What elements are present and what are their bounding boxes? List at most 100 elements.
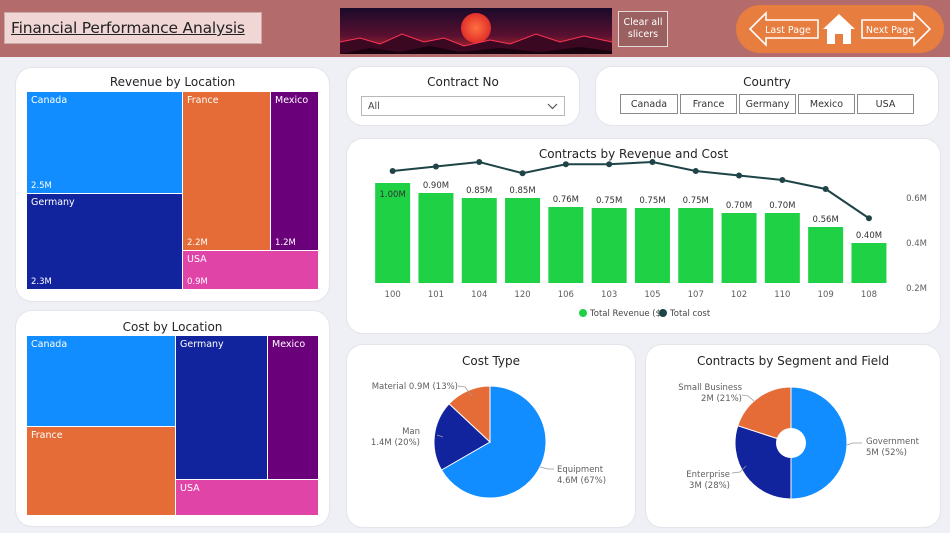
cost-by-location-title: Cost by Location	[122, 320, 223, 334]
x-tick-label: 103	[601, 290, 617, 300]
bar-revenue	[634, 208, 670, 283]
contract-no-slicer: Contract No All	[347, 67, 579, 125]
tile-label: Canada	[31, 95, 68, 106]
banner-image	[340, 8, 612, 54]
next-page-label: Next Page	[866, 25, 914, 36]
x-tick-label: 100	[385, 290, 401, 300]
point-total-cost	[476, 159, 483, 165]
point-total-cost	[649, 159, 656, 165]
tile-label: Mexico	[272, 339, 306, 350]
leader-line	[731, 465, 747, 474]
x-tick-label: 101	[428, 290, 444, 300]
segment-field-card: Contracts by Segment and Field Governmen…	[646, 345, 940, 527]
point-total-cost	[692, 168, 699, 174]
slice-value-label: 1.4M (20%)	[371, 438, 420, 448]
slice-label: Man	[402, 427, 420, 437]
country-option-france[interactable]: France	[680, 94, 737, 114]
bar-revenue	[808, 227, 844, 283]
pie-slice-small-business	[737, 386, 792, 444]
leader-line	[741, 394, 755, 402]
tile-label: Germany	[31, 197, 75, 208]
x-tick-label: 110	[774, 290, 790, 300]
treemap-tile-mexico[interactable]: Mexico 1.2M	[271, 92, 318, 250]
treemap-tile-germany[interactable]: Germany 2.3M	[27, 194, 182, 289]
x-tick-label: 106	[558, 290, 574, 300]
bar-revenue	[764, 213, 800, 283]
country-option-mexico[interactable]: Mexico	[798, 94, 855, 114]
x-tick-label: 107	[688, 290, 704, 300]
point-total-cost	[562, 161, 569, 168]
x-tick-label: 120	[514, 290, 530, 300]
data-label-revenue: 0.75M	[596, 196, 622, 206]
x-tick-label: 105	[644, 290, 660, 300]
home-icon[interactable]	[823, 14, 855, 44]
slice-value-label: 4.6M (67%)	[557, 476, 606, 486]
tile-label: USA	[187, 254, 207, 265]
slice-label: Government	[866, 437, 920, 447]
last-page-button[interactable]: Last Page	[748, 11, 819, 47]
data-label-revenue: 0.56M	[813, 215, 839, 225]
point-total-cost	[822, 186, 829, 192]
bar-revenue	[678, 208, 714, 283]
pie-slice-equipment	[440, 385, 547, 499]
legend-dot-cost	[659, 309, 667, 317]
bar-revenue	[591, 208, 627, 283]
legend-label-cost: Total cost	[669, 309, 711, 319]
data-label-revenue: 0.40M	[856, 231, 882, 241]
page-title: Financial Performance Analysis	[4, 12, 262, 44]
legend-label-revenue: Total Revenue ($)	[589, 309, 664, 319]
treemap-tile-france[interactable]: France	[27, 427, 175, 515]
contract-no-dropdown[interactable]: All	[361, 96, 565, 116]
bar-revenue	[461, 198, 497, 283]
next-page-button[interactable]: Next Page	[861, 11, 932, 47]
pie-slice-man	[433, 403, 491, 471]
treemap-tile-france[interactable]: France 2.2M	[183, 92, 270, 250]
revenue-by-location-title: Revenue by Location	[109, 75, 236, 89]
slice-label: Equipment	[557, 465, 604, 475]
x-tick-label: 104	[471, 290, 487, 300]
bar-revenue	[851, 243, 887, 283]
country-option-usa[interactable]: USA	[857, 94, 914, 114]
treemap-tile-mexico[interactable]: Mexico	[268, 336, 318, 479]
slice-value-label: 5M (52%)	[866, 448, 907, 458]
chevron-down-icon	[547, 103, 558, 110]
leader-line	[539, 466, 554, 470]
data-label-revenue: 0.75M	[683, 196, 709, 206]
tile-label: Mexico	[275, 95, 309, 106]
cost-type-card: Cost Type Equipment 4.6M (67%) Man 1.4M (20…	[347, 345, 635, 527]
dropdown-value: All	[368, 101, 380, 112]
country-option-germany[interactable]: Germany	[739, 94, 796, 114]
point-total-cost	[865, 215, 872, 222]
treemap-tile-canada[interactable]: Canada 2.5M	[27, 92, 182, 193]
x-tick-label: 108	[861, 290, 877, 300]
revenue-by-location-card: Revenue by Location Canada 2.5M Germany …	[16, 68, 329, 301]
data-label-revenue: 0.70M	[769, 201, 795, 211]
slice-value-label: 3M (28%)	[689, 481, 730, 491]
tile-label: France	[187, 95, 219, 106]
segment-field-title: Contracts by Segment and Field	[696, 354, 890, 368]
bar-revenue	[418, 193, 454, 283]
contracts-revenue-cost-card: Contracts by Revenue and Cost 0.2M 0.4M 0.…	[347, 139, 940, 333]
x-tick-label: 109	[818, 290, 834, 300]
line-total-cost	[392, 160, 870, 220]
country-option-canada[interactable]: Canada	[620, 94, 678, 114]
clear-slicers-button[interactable]: Clear all slicers	[618, 11, 668, 47]
last-page-label: Last Page	[765, 25, 811, 36]
data-label-revenue: 0.85M	[509, 186, 535, 196]
treemap-tile-canada[interactable]: Canada	[27, 336, 175, 426]
data-label-revenue: 0.70M	[726, 201, 752, 211]
data-label-revenue: 0.90M	[423, 181, 449, 191]
donut-hole	[776, 428, 806, 458]
treemap-tile-usa[interactable]: USA	[176, 480, 318, 515]
combo-chart: 0.2M 0.4M 0.6M 100 101 104 120 106 103 105 107 102 1…	[375, 159, 927, 319]
bar-revenue	[721, 213, 757, 283]
point-total-cost	[519, 170, 526, 177]
treemap-tile-germany[interactable]: Germany	[176, 336, 267, 479]
data-label-revenue: 0.85M	[466, 186, 492, 196]
treemap-tile-usa[interactable]: USA 0.9M	[183, 251, 318, 289]
point-total-cost	[736, 172, 743, 179]
y2-tick-label: 0.6M	[906, 194, 927, 204]
combo-chart-title: Contracts by Revenue and Cost	[538, 147, 729, 161]
bar-revenue	[505, 198, 541, 283]
